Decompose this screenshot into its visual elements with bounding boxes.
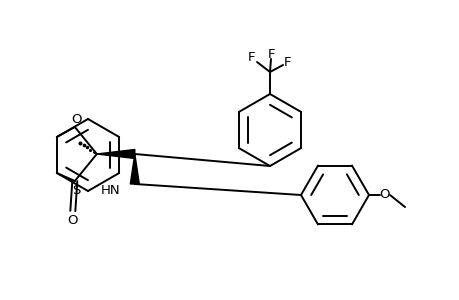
Text: F: F <box>268 47 275 61</box>
Text: HN: HN <box>101 184 121 196</box>
Text: F: F <box>248 50 255 64</box>
Polygon shape <box>96 149 134 158</box>
Text: O: O <box>379 188 389 202</box>
Text: F: F <box>284 56 291 68</box>
Text: S: S <box>72 184 80 196</box>
Polygon shape <box>130 154 139 184</box>
Text: O: O <box>67 214 78 227</box>
Text: O: O <box>72 112 82 125</box>
